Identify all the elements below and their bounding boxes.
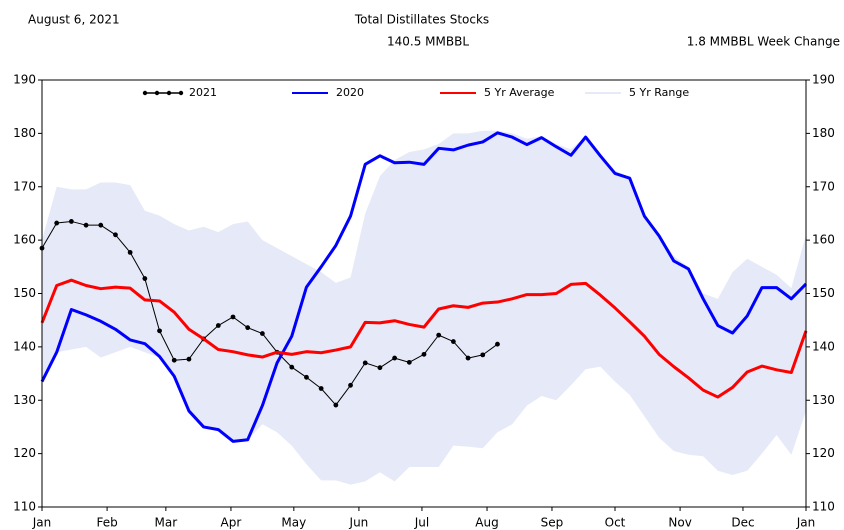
legend-label: 2021	[189, 86, 217, 99]
x-tick-label: Oct	[605, 516, 626, 530]
y2-tick-label: 170	[812, 179, 835, 193]
point	[436, 332, 442, 338]
y-tick-label: 180	[13, 126, 36, 140]
legend-label: 5 Yr Range	[629, 86, 689, 99]
point	[289, 364, 295, 370]
legend-dot	[178, 90, 184, 96]
point	[157, 328, 162, 334]
legend-label: 5 Yr Average	[484, 86, 555, 99]
y-tick-label: 110	[13, 500, 36, 514]
point	[318, 386, 324, 391]
point	[304, 374, 309, 380]
y2-tick-label: 160	[812, 233, 835, 247]
y2-tick-label: 190	[812, 73, 835, 87]
y-tick-label: 150	[13, 286, 36, 300]
series-line	[41, 220, 498, 406]
chart-title: Total Distillates Stocks	[354, 13, 489, 27]
point	[230, 314, 236, 320]
point	[480, 352, 486, 358]
x-tick-label: Jul	[414, 516, 429, 530]
y2-tick-label: 140	[812, 339, 835, 353]
y-tick-label: 190	[13, 73, 36, 87]
x-tick-label: Jan	[796, 516, 816, 530]
legend-label: 2020	[336, 86, 364, 99]
point	[186, 356, 192, 362]
range-band	[42, 130, 806, 485]
y2-tick-label: 120	[812, 446, 835, 460]
annotation: 1.8 MMBBL Week Change	[687, 35, 840, 49]
point	[495, 341, 500, 347]
point	[406, 359, 412, 365]
y-tick-label: 130	[13, 393, 36, 407]
legend-dot	[166, 90, 172, 96]
x-tick-label: Sep	[541, 516, 564, 530]
series-line	[40, 278, 808, 399]
point	[450, 339, 456, 344]
point	[68, 219, 74, 224]
point	[259, 331, 265, 336]
point	[215, 323, 221, 328]
y-tick-label: 140	[13, 339, 36, 353]
subtitle: 140.5 MMBBL	[387, 35, 469, 49]
point	[333, 402, 339, 408]
date: August 6, 2021	[28, 13, 120, 27]
point	[54, 220, 60, 226]
point	[465, 355, 471, 361]
point	[83, 222, 89, 228]
y2-tick-label: 180	[812, 126, 835, 140]
point	[98, 222, 104, 228]
y-tick-label: 170	[13, 179, 36, 193]
y2-tick-label: 110	[812, 500, 835, 514]
point	[171, 357, 177, 363]
point	[377, 365, 383, 371]
x-tick-label: Feb	[96, 516, 117, 530]
x-tick-label: Jun	[349, 516, 369, 530]
x-tick-label: Dec	[731, 516, 754, 530]
point	[142, 276, 148, 281]
y2-tick-label: 150	[812, 286, 835, 300]
x-tick-label: Jan	[32, 516, 52, 530]
point	[392, 355, 398, 361]
y-tick-label: 120	[13, 446, 36, 460]
x-tick-label: May	[281, 516, 306, 530]
point	[421, 351, 427, 357]
point	[362, 360, 368, 366]
legend-dot	[154, 90, 160, 96]
series-line	[40, 131, 808, 443]
x-tick-label: Nov	[668, 516, 691, 530]
point	[127, 250, 133, 255]
point	[245, 325, 251, 331]
point	[348, 382, 353, 388]
x-tick-label: Aug	[475, 516, 498, 530]
x-tick-label: Mar	[155, 516, 178, 530]
legend-dot	[142, 90, 148, 96]
point	[113, 232, 118, 238]
y-tick-label: 160	[13, 233, 36, 247]
y2-tick-label: 130	[812, 393, 835, 407]
x-tick-label: Apr	[221, 516, 242, 530]
